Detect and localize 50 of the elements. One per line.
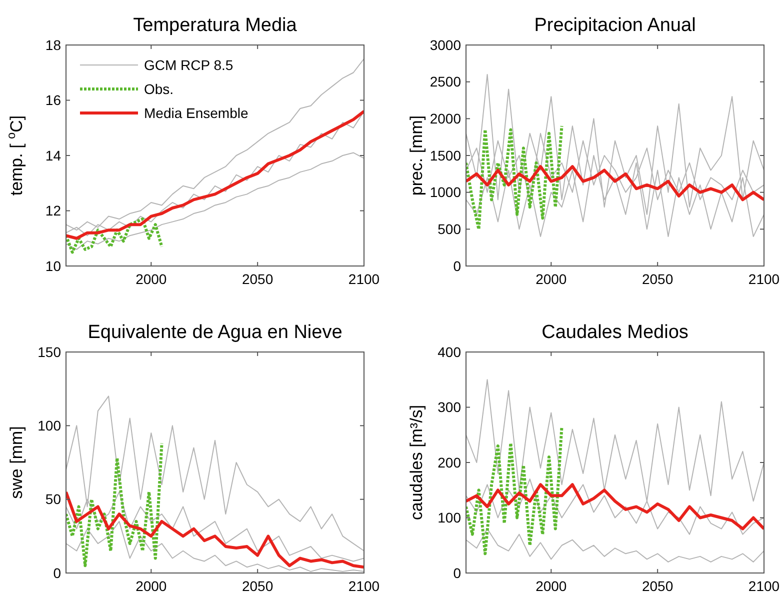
chart-title: Equivalente de Agua en Nieve xyxy=(88,322,342,343)
y-tick-label: 3000 xyxy=(430,36,462,53)
chart-title: Temperatura Media xyxy=(133,15,298,36)
y-tick-label: 0 xyxy=(453,258,462,274)
y-tick-label: 2000 xyxy=(430,110,462,127)
y-tick-label: 100 xyxy=(438,510,462,526)
x-tick-label: 2100 xyxy=(748,578,780,594)
x-tick-label: 2000 xyxy=(536,271,567,287)
legend-label: Obs. xyxy=(144,80,174,97)
x-tick-label: 2000 xyxy=(136,578,167,594)
y-tick-label: 150 xyxy=(38,344,62,360)
x-tick-label: 2000 xyxy=(136,271,167,287)
line-series xyxy=(466,528,764,562)
line-series xyxy=(66,520,364,572)
x-tick-label: 2050 xyxy=(242,578,274,594)
legend-label: GCM RCP 8.5 xyxy=(144,56,234,73)
chart-title: Caudales Medios xyxy=(542,322,688,343)
line-series xyxy=(466,124,564,231)
y-tick-label: 0 xyxy=(453,564,462,581)
y-tick-label: 1000 xyxy=(430,184,462,200)
y-tick-label: 100 xyxy=(38,418,62,434)
y-tick-label: 2500 xyxy=(430,74,462,90)
x-tick-label: 2100 xyxy=(348,271,380,287)
chart-title: Precipitacion Anual xyxy=(534,15,696,36)
y-tick-label: 12 xyxy=(45,202,62,219)
line-series xyxy=(66,152,364,250)
y-tick-label: 1500 xyxy=(430,147,462,164)
y-tick-label: 300 xyxy=(438,399,462,416)
y-tick-label: 50 xyxy=(45,491,62,508)
x-tick-label: 2050 xyxy=(642,578,674,594)
y-axis-title: caudales [m³/s] xyxy=(407,404,426,520)
line-series xyxy=(66,218,164,254)
line-series xyxy=(466,425,564,556)
x-tick-label: 2100 xyxy=(348,578,380,594)
y-axis-title: prec. [mm] xyxy=(407,115,426,196)
y-tick-label: 200 xyxy=(438,454,462,470)
y-tick-label: 0 xyxy=(53,564,62,581)
y-tick-label: 14 xyxy=(45,147,62,164)
y-tick-label: 500 xyxy=(438,221,462,238)
line-series xyxy=(466,165,764,202)
y-axis-title: swe [mm] xyxy=(7,426,26,499)
y-tick-label: 18 xyxy=(45,36,62,53)
x-tick-label: 2050 xyxy=(642,271,674,287)
y-tick-label: 16 xyxy=(45,92,62,108)
legend-label: Media Ensemble xyxy=(144,104,248,121)
x-tick-label: 2100 xyxy=(748,271,780,287)
x-tick-label: 2050 xyxy=(242,271,274,287)
y-tick-label: 400 xyxy=(438,344,462,360)
x-tick-label: 2000 xyxy=(536,578,567,594)
y-tick-label: 10 xyxy=(45,258,62,274)
